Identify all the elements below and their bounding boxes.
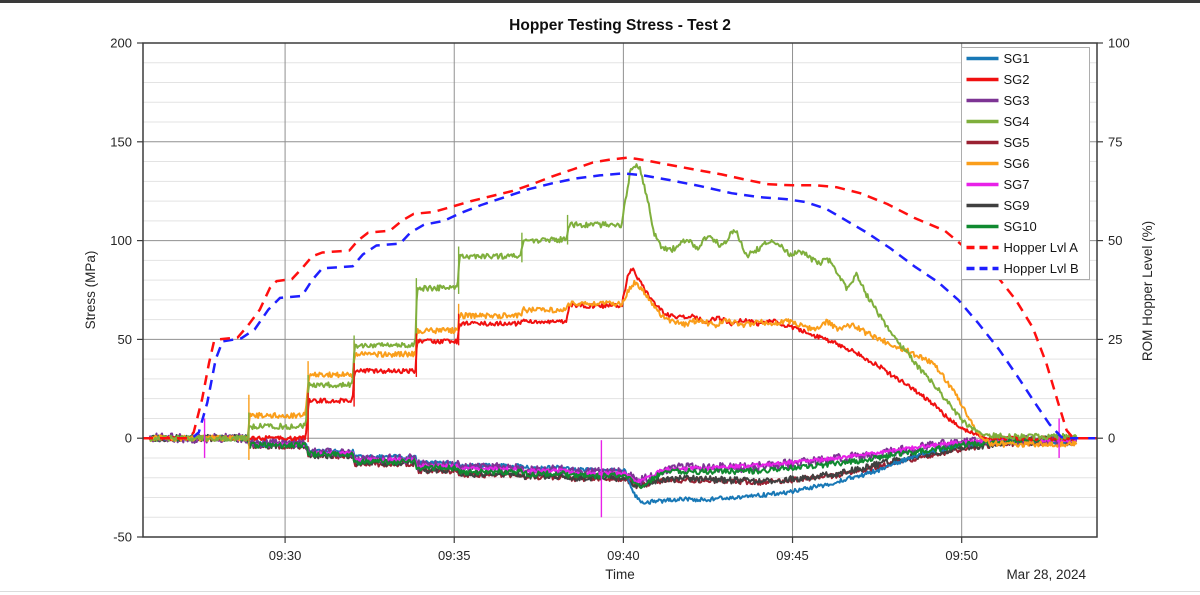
y-left-tick-label: 50	[118, 332, 132, 347]
legend-item-sg5: SG5	[966, 135, 1030, 150]
legend-label: SG6	[1004, 156, 1030, 171]
y-right-tick-label: 75	[1108, 134, 1122, 149]
legend-label: SG1	[1004, 51, 1030, 66]
legend-label: SG5	[1004, 135, 1030, 150]
x-tick-label: 09:30	[269, 548, 302, 563]
date-label: Mar 28, 2024	[1006, 567, 1086, 582]
x-tick-label: 09:50	[945, 548, 978, 563]
legend: SG1 SG2 SG3 SG4 SG5 SG6 SG7 SG9 SG10 Hopper Lvl A…	[961, 47, 1090, 280]
plot-border	[142, 42, 1098, 538]
legend-item-sg3: SG3	[966, 93, 1030, 108]
series-sg2	[148, 267, 1077, 442]
x-axis-label: Time	[605, 567, 635, 582]
legend-label: SG10	[1004, 219, 1037, 234]
legend-item-hopper-lvl-b: Hopper Lvl B	[966, 261, 1079, 276]
legend-label: SG2	[1004, 72, 1030, 87]
grid	[143, 42, 1097, 538]
legend-item-hopper-lvl-a: Hopper Lvl A	[966, 240, 1079, 255]
y-left-tick-label: 0	[125, 431, 132, 446]
series-sg10	[149, 434, 1078, 490]
legend-item-sg10: SG10	[966, 219, 1037, 234]
y-left-tick-label: -50	[113, 530, 132, 545]
tick-labels: -50 0 50 100 150 200 0 25 50 75 100 09:30 09:35 09:40…	[110, 36, 1129, 564]
legend-item-sg4: SG4	[966, 114, 1030, 129]
legend-label: Hopper Lvl A	[1004, 240, 1079, 255]
x-tick-label: 09:35	[438, 548, 471, 563]
legend-item-sg7: SG7	[966, 177, 1030, 192]
data-series	[143, 156, 1097, 518]
series-sg4	[149, 163, 1078, 442]
chart-title: Hopper Testing Stress - Test 2	[509, 17, 731, 34]
legend-item-sg2: SG2	[966, 72, 1030, 87]
legend-label: SG3	[1004, 93, 1030, 108]
y-right-tick-label: 50	[1108, 233, 1122, 248]
y-left-tick-label: 100	[110, 233, 132, 248]
x-tick-label: 09:45	[776, 548, 809, 563]
y-axis-label-left: Stress (MPa)	[83, 251, 98, 330]
legend-item-sg9: SG9	[966, 198, 1030, 213]
legend-label: SG4	[1004, 114, 1030, 129]
axes-box	[137, 42, 1103, 543]
y-right-tick-label: 25	[1108, 332, 1122, 347]
window-bottom-border	[0, 591, 1200, 592]
y-right-tick-label: 0	[1108, 431, 1115, 446]
legend-label: SG7	[1004, 177, 1030, 192]
y-axis-label-right: ROM Hopper Level (%)	[1140, 221, 1155, 361]
y-left-tick-label: 200	[110, 36, 132, 51]
legend-item-sg6: SG6	[966, 156, 1030, 171]
series-hopper-lvl-b	[143, 172, 1097, 440]
series-sg6	[149, 279, 1078, 448]
window-top-border	[0, 0, 1200, 3]
y-right-tick-label: 100	[1108, 36, 1130, 51]
legend-label: SG9	[1004, 198, 1030, 213]
legend-item-sg1: SG1	[966, 51, 1030, 66]
y-left-tick-label: 150	[110, 134, 132, 149]
series-hopper-lvl-a	[143, 156, 1097, 440]
x-tick-label: 09:40	[607, 548, 640, 563]
legend-label: Hopper Lvl B	[1004, 261, 1079, 276]
